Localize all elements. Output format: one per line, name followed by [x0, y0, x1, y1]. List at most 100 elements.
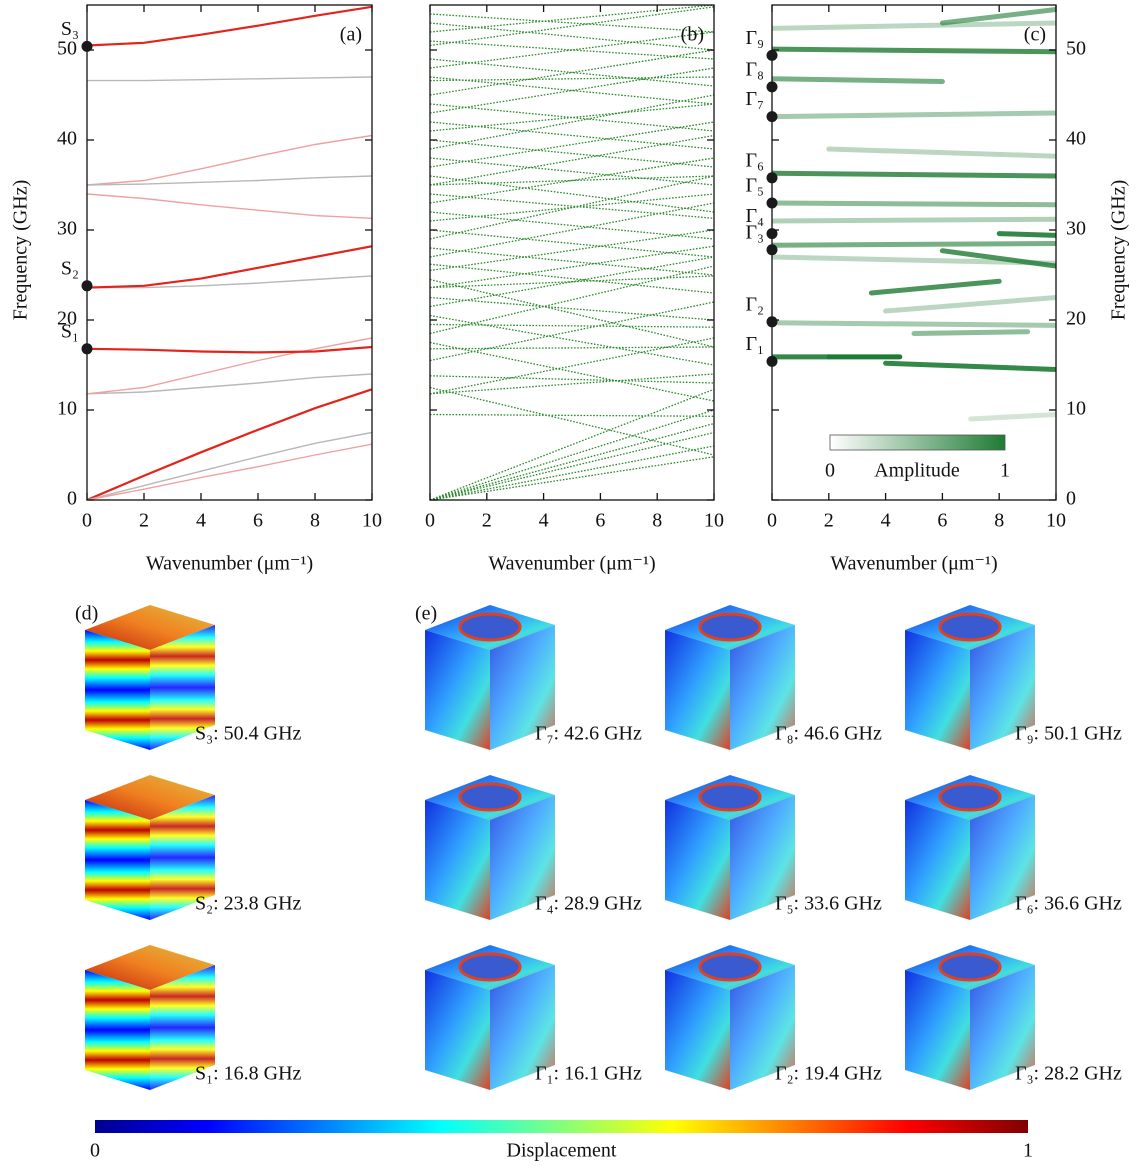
cube-left	[425, 800, 490, 920]
amplitude-colorbar	[830, 435, 1005, 450]
y-tick-label: 30	[57, 218, 77, 240]
cube-left	[905, 970, 970, 1090]
mode-shape-label: S₃: 50.4 GHz	[195, 723, 302, 745]
dispersion-line	[430, 203, 714, 257]
colorbar-label: Amplitude	[874, 460, 960, 482]
x-tick-label: 2	[824, 510, 834, 532]
x-tick-label: 0	[767, 510, 777, 532]
mode-point-label: Γ₅	[745, 175, 764, 197]
mode-point	[82, 343, 93, 354]
y-tick-label: 20	[1066, 308, 1086, 330]
cube-hole	[460, 784, 520, 810]
mode-point	[767, 198, 778, 209]
cube-hole	[700, 954, 760, 980]
figure: 024681001020304050Wavenumber (μm⁻¹)Frequ…	[0, 0, 1142, 1168]
dispersion-line	[430, 59, 714, 86]
dispersion-line	[430, 316, 714, 366]
dispersion-line	[430, 266, 714, 334]
dispersion-line	[430, 457, 714, 500]
dispersion-line	[430, 302, 714, 361]
dispersion-line	[430, 298, 714, 321]
amplitude-streak	[772, 244, 1056, 246]
cube-left	[425, 630, 490, 750]
cube-left	[85, 800, 150, 920]
dispersion-line	[430, 389, 714, 500]
dispersion-line	[87, 433, 372, 501]
x-tick-label: 6	[937, 510, 947, 532]
dispersion-line	[87, 246, 372, 287]
x-tick-label: 10	[1046, 510, 1066, 532]
dispersion-line	[430, 230, 714, 271]
mode-point	[767, 172, 778, 183]
colorbar-tick-label: 1	[1000, 460, 1010, 482]
dispersion-line	[87, 7, 372, 46]
x-tick-label: 6	[253, 510, 263, 532]
amplitude-streak	[886, 298, 1056, 312]
amplitude-streak	[772, 113, 1056, 117]
mode-point-label: S₁	[61, 320, 79, 342]
dispersion-line	[430, 77, 714, 104]
dispersion-line	[430, 176, 714, 212]
panel-label: (e)	[415, 603, 437, 625]
mode-point-label: Γ₂	[745, 293, 764, 315]
mode-shape-label: Γ₄: 28.9 GHz	[535, 893, 642, 915]
panel-label: (d)	[75, 603, 98, 625]
cube-left	[85, 630, 150, 750]
mode-point	[767, 111, 778, 122]
x-axis-label: Wavenumber (μm⁻¹)	[830, 553, 997, 575]
x-tick-label: 4	[196, 510, 206, 532]
dispersion-line	[430, 95, 714, 149]
dispersion-line	[430, 212, 714, 239]
mode-shape-label: Γ₉: 50.1 GHz	[1015, 723, 1122, 745]
x-tick-label: 4	[539, 510, 549, 532]
cube-left	[665, 800, 730, 920]
x-tick-label: 8	[652, 510, 662, 532]
mode-shape-label: Γ₈: 46.6 GHz	[775, 723, 882, 745]
dispersion-line	[430, 50, 714, 95]
amplitude-streak	[772, 219, 1056, 221]
mode-point	[767, 228, 778, 239]
dispersion-line	[430, 14, 714, 32]
displacement-colorbar	[95, 1120, 1028, 1133]
x-tick-label: 10	[704, 510, 724, 532]
dispersion-line	[430, 433, 714, 501]
mode-shape-label: S₂: 23.8 GHz	[195, 893, 302, 915]
colorbar-tick-label: 0	[90, 1140, 100, 1162]
y-tick-label: 50	[1066, 38, 1086, 60]
cube-left	[905, 800, 970, 920]
mode-shape-label: S₁: 16.8 GHz	[195, 1063, 302, 1085]
dispersion-line	[430, 325, 714, 328]
panel-label: (c)	[1024, 24, 1046, 46]
y-tick-label: 0	[1066, 488, 1076, 510]
x-tick-label: 8	[994, 510, 1004, 532]
x-tick-label: 2	[482, 510, 492, 532]
x-tick-label: 2	[139, 510, 149, 532]
amplitude-streak	[772, 203, 1056, 205]
amplitude-streak	[886, 363, 1056, 369]
y-tick-label: 10	[1066, 398, 1086, 420]
mode-point-label: Γ₄	[745, 205, 764, 227]
x-tick-label: 8	[310, 510, 320, 532]
y-axis-label: Frequency (GHz)	[10, 180, 32, 321]
dispersion-line	[87, 374, 372, 394]
dispersion-line	[430, 410, 714, 500]
y-axis-label: Frequency (GHz)	[1108, 180, 1130, 321]
cube-hole	[700, 614, 760, 640]
cube-hole	[700, 784, 760, 810]
dispersion-line	[430, 140, 714, 167]
dispersion-line	[430, 5, 714, 32]
dispersion-line	[430, 415, 714, 417]
mode-shape-label: Γ₃: 28.2 GHz	[1015, 1063, 1122, 1085]
panel-label: (b)	[681, 24, 704, 46]
dispersion-line	[430, 343, 714, 402]
amplitude-streak	[772, 23, 1056, 28]
y-tick-label: 40	[1066, 128, 1086, 150]
mode-shape-label: Γ₇: 42.6 GHz	[535, 723, 642, 745]
cube-hole	[940, 614, 1000, 640]
dispersion-line	[430, 122, 714, 149]
dispersion-line	[87, 389, 372, 500]
mode-point	[767, 81, 778, 92]
amplitude-streak	[829, 149, 1056, 156]
y-tick-label: 10	[57, 398, 77, 420]
dispersion-line	[430, 347, 714, 349]
